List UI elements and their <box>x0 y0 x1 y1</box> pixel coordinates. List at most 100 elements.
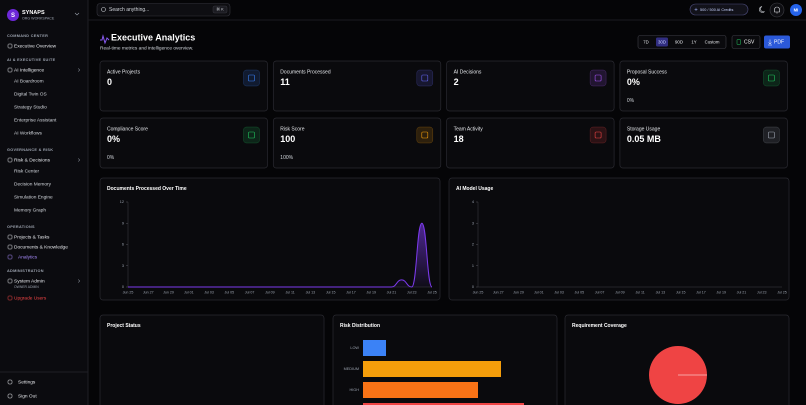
nav-subitem[interactable]: Simulation Engine <box>14 194 53 200</box>
kpi-value: 100 <box>280 134 295 144</box>
x-tick-label: Jun 25 <box>473 290 484 294</box>
nav-item[interactable]: Analytics <box>18 254 38 260</box>
kpi-icon-box <box>243 126 260 144</box>
nav-subitem[interactable]: AI Workflows <box>14 130 42 136</box>
chart-title: Documents Processed Over Time <box>107 186 187 192</box>
kpi-icon-box <box>416 126 434 144</box>
chart-panel <box>99 177 441 301</box>
theme-toggle[interactable] <box>759 6 765 13</box>
x-tick-label: Jul 13 <box>656 290 666 294</box>
bar <box>363 403 524 405</box>
footer-item[interactable]: Sign Out <box>18 393 37 399</box>
credits-pill[interactable] <box>689 3 749 16</box>
kpi-value: 18 <box>454 134 464 144</box>
footer-icon <box>7 379 13 385</box>
kpi-value: 2 <box>454 77 459 87</box>
line-area <box>128 223 432 287</box>
kpi-value: 0% <box>627 77 640 87</box>
y-tick-label: 1 <box>472 264 474 268</box>
chart-title: Risk Distribution <box>340 323 380 329</box>
notifications[interactable] <box>769 2 785 18</box>
export-label[interactable]: PDF <box>774 40 784 46</box>
kpi-icon-box <box>763 126 780 144</box>
x-tick-label: Jul 09 <box>265 290 275 294</box>
kpi-value: 11 <box>280 77 290 87</box>
shortcut-badge <box>212 5 228 14</box>
nav-icon <box>7 278 13 284</box>
credits-plus: + <box>694 7 698 13</box>
nav-item[interactable]: Projects & Tasks <box>14 234 50 240</box>
nav-item[interactable]: Risk & Decisions <box>14 157 51 163</box>
kpi-card <box>619 117 788 169</box>
search-icon <box>101 7 106 12</box>
nav-item[interactable]: Upgrade Users <box>14 295 47 301</box>
x-tick-label: Jul 11 <box>635 290 644 294</box>
x-tick-label: Jul 21 <box>737 290 747 294</box>
nav-icon <box>7 157 13 163</box>
x-tick-label: Jul 11 <box>285 290 294 294</box>
x-tick-label: Jul 19 <box>366 290 376 294</box>
range-button[interactable]: 1Y <box>691 39 696 44</box>
x-tick-label: Jul 13 <box>306 290 316 294</box>
x-tick-label: Jul 23 <box>407 290 417 294</box>
nav-subitem[interactable]: Decision Memory <box>14 181 52 187</box>
x-tick-label: Jul 17 <box>346 290 356 294</box>
nav-item[interactable]: System Admin <box>14 278 45 284</box>
kpi-label: Active Projects <box>107 69 141 75</box>
x-tick-label: Jun 27 <box>143 290 154 294</box>
section-title: COMMAND CENTER <box>7 34 48 38</box>
nav-item[interactable]: Executive Overview <box>14 43 57 49</box>
y-tick-label: 6 <box>122 243 124 247</box>
brand-name: SYNAPS <box>22 10 45 16</box>
csv-icon <box>736 39 741 45</box>
nav-subitem[interactable]: Strategy Studio <box>14 104 47 110</box>
brand-subtitle: ORG WORKSPACE <box>22 16 55 20</box>
footer-item[interactable]: Settings <box>18 379 36 385</box>
section-title: OPERATIONS <box>7 225 35 229</box>
kpi-icon <box>421 131 429 139</box>
kpi-icon-box <box>416 69 434 87</box>
export-label[interactable]: CSV <box>744 40 755 46</box>
shortcut: ⌘ K <box>216 8 224 12</box>
y-tick-label: 12 <box>120 200 124 204</box>
kpi-icon <box>248 131 255 139</box>
nav-subitem[interactable]: Enterprise Assistant <box>14 117 57 123</box>
chart-title: Requirement Coverage <box>572 323 627 329</box>
search-box[interactable] <box>96 3 231 17</box>
avatar[interactable] <box>790 4 802 16</box>
range-button[interactable]: 7D <box>643 39 649 44</box>
export-csv[interactable] <box>731 35 761 49</box>
kpi-card <box>446 117 615 169</box>
credits: 500 / 500 AI Credits <box>700 8 733 12</box>
kpi-label: Compliance Score <box>107 126 148 132</box>
kpi-icon <box>594 131 602 139</box>
y-tick-label: 4 <box>472 200 474 204</box>
x-tick-label: Jul 07 <box>245 290 255 294</box>
workspace-chevron[interactable] <box>74 12 80 16</box>
nav-subitem[interactable]: AI Boardroom <box>14 78 44 84</box>
nav-chevron <box>77 158 81 162</box>
nav-subitem[interactable]: Memory Graph <box>14 207 46 213</box>
nav-item[interactable]: AI Intelligence <box>14 67 44 73</box>
x-tick-label: Jul 01 <box>184 290 194 294</box>
section-title: AI & EXECUTIVE SUITE <box>7 58 56 62</box>
kpi-label: Proposal Success <box>627 69 668 75</box>
range-button[interactable]: 90D <box>675 39 683 44</box>
range-button[interactable]: 30D <box>658 39 666 44</box>
bar <box>363 361 501 377</box>
nav-item[interactable]: Documents & Knowledge <box>14 244 68 250</box>
search-placeholder: Search anything... <box>109 7 149 13</box>
kpi-sub: 100% <box>280 155 293 161</box>
section-title: GOVERNANCE & RISK <box>7 148 53 152</box>
range-button[interactable]: Custom <box>705 39 720 44</box>
logo-letter: S <box>11 13 15 19</box>
y-tick-label: 3 <box>122 264 124 268</box>
kpi-label: AI Decisions <box>454 69 482 75</box>
x-tick-label: Jul 03 <box>204 290 214 294</box>
nav-subitem[interactable]: Risk Center <box>14 168 39 174</box>
kpi-icon <box>248 74 255 82</box>
nav-subitem[interactable]: Digital Twin OS <box>14 91 47 97</box>
kpi-value: 0% <box>107 134 120 144</box>
kpi-icon <box>768 131 775 139</box>
